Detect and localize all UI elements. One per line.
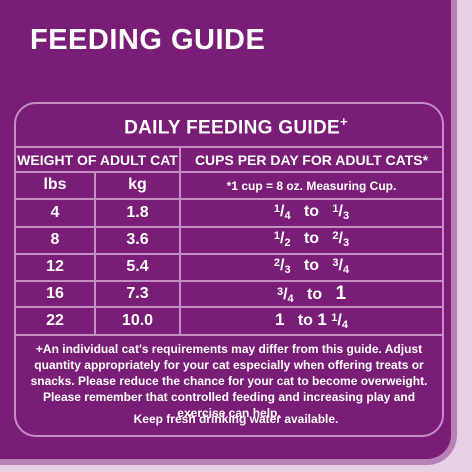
table-cell-lbs: 16 [46, 285, 64, 302]
guide-heading: DAILY FEEDING GUIDE+ [124, 114, 348, 139]
grid-line [94, 171, 96, 334]
table-cell-kg: 3.6 [126, 231, 149, 248]
grid-line [16, 171, 442, 173]
grid-line [16, 146, 442, 148]
grid-line [16, 253, 442, 255]
table-cell-kg: 1.8 [126, 204, 149, 221]
table-cell-cups: 1 to 1 1/4 [275, 310, 348, 331]
grid-line [16, 198, 442, 200]
table-cell-kg: 10.0 [121, 312, 154, 329]
grid-line [16, 226, 442, 228]
table-cell-cups: 3/4 to 1 [276, 283, 347, 305]
water-note: Keep fresh drinking water available. [133, 412, 339, 426]
cup-note: *1 cup = 8 oz. Measuring Cup. [226, 179, 397, 193]
table-cell-kg: 7.3 [126, 285, 149, 302]
guide-table-frame [14, 102, 444, 437]
table-cell-lbs: 12 [46, 258, 64, 275]
column-header-weight: WEIGHT OF ADULT CAT [17, 152, 178, 168]
table-cell-cups: 1/2 to 2/3 [273, 230, 350, 249]
footnote: +An individual cat's requirements may di… [30, 342, 428, 420]
table-cell-cups: 1/4 to 1/3 [273, 203, 350, 222]
table-cell-lbs: 4 [50, 204, 60, 221]
grid-line [16, 280, 442, 282]
grid-line [179, 146, 181, 334]
table-cell-kg: 5.4 [126, 258, 149, 275]
page-title: FEEDING GUIDE [30, 24, 266, 56]
unit-kg: kg [128, 176, 147, 193]
table-cell-lbs: 22 [46, 312, 64, 329]
table-cell-cups: 2/3 to 3/4 [273, 257, 350, 276]
column-header-cups: CUPS PER DAY FOR ADULT CATS* [194, 152, 429, 168]
grid-line [16, 334, 442, 336]
table-cell-lbs: 8 [50, 231, 60, 248]
feeding-guide-panel [0, 0, 457, 465]
unit-lbs: lbs [43, 176, 67, 193]
grid-line [16, 306, 442, 308]
